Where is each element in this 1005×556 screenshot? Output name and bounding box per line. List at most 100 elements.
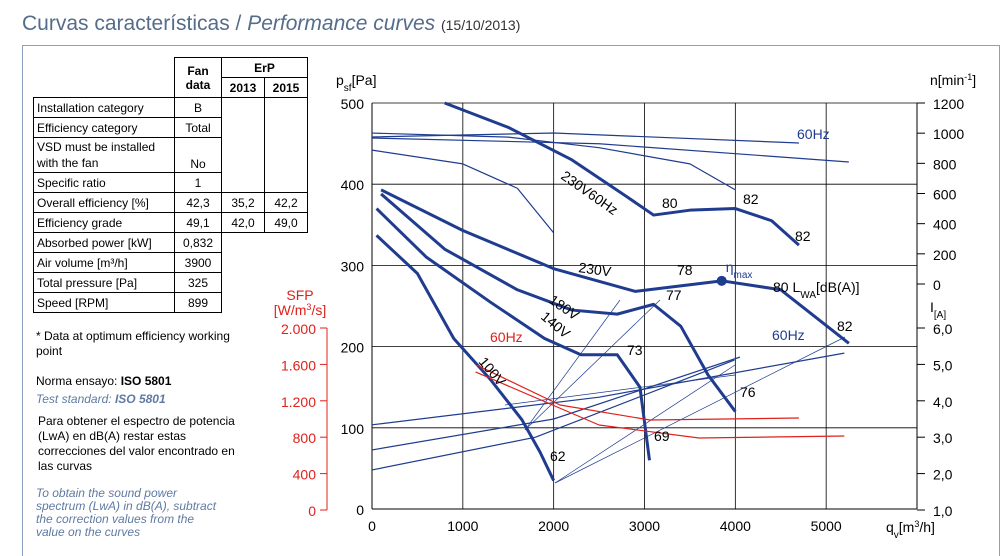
sfp-tick-label: 1.600 — [281, 357, 316, 373]
x-tick-label: 1000 — [447, 518, 478, 534]
note-value: ISO 5801 — [114, 392, 166, 406]
n-tick-label: 1200 — [933, 96, 964, 112]
note-value: ISO 5801 — [120, 374, 172, 388]
curve — [375, 234, 556, 482]
annotation: 80 — [662, 195, 678, 211]
cell-label: Air volume [m³/h] — [33, 252, 175, 273]
curve — [475, 371, 845, 439]
sfp-unit-part: [W/m — [274, 302, 307, 318]
cell-value: Total — [174, 117, 222, 138]
n-tick-label: 0 — [933, 277, 941, 293]
note: Norma ensayo: ISO 5801 — [36, 374, 236, 389]
head: 2013 — [221, 77, 265, 98]
sfp-tick-label: 800 — [293, 430, 317, 446]
eta-max-label-part: η — [726, 259, 734, 275]
title-text: Curvas características / — [22, 12, 248, 35]
title-date: (15/10/2013) — [440, 17, 521, 33]
curve — [380, 188, 850, 345]
annotation: 76 — [740, 384, 756, 400]
cell-empty — [221, 97, 265, 193]
head: Fan data — [174, 57, 222, 98]
n-label-part: -1 — [964, 72, 972, 82]
curve — [375, 207, 651, 461]
lwa-label-part: WA — [800, 290, 816, 301]
y-tick-label: 100 — [341, 421, 365, 437]
head: 2015 — [264, 77, 308, 98]
eta-max-label-part: max — [734, 269, 753, 280]
sfp-unit-part: /s] — [311, 302, 326, 318]
i-label: I[A] — [930, 299, 946, 321]
n-tick-label: 400 — [933, 217, 957, 233]
sfp-tick-label: 0 — [308, 503, 316, 519]
note: To obtain the sound power spectrum (LwA)… — [36, 486, 217, 539]
curve — [371, 137, 849, 163]
eta-max-point — [716, 275, 727, 286]
note-label: Norma ensayo: — [36, 374, 121, 388]
curve — [371, 352, 845, 426]
n-label-part: n[min — [930, 72, 964, 88]
series-label: 230V60Hz — [558, 167, 621, 218]
y-label-part: sf — [344, 83, 352, 94]
cell-label: Speed [RPM] — [33, 292, 175, 313]
cell-label: Overall efficiency [%] — [33, 192, 175, 213]
x-tick-label: 3000 — [629, 518, 660, 534]
lwa-label-part: 80 L — [773, 279, 800, 295]
annotation: 60Hz — [490, 329, 523, 345]
annotation: 78 — [677, 262, 693, 278]
x-tick-label: 0 — [368, 518, 376, 534]
curve — [371, 359, 735, 471]
i-tick-label: 5,0 — [933, 357, 953, 373]
y-tick-label: 300 — [341, 258, 365, 274]
y-tick-label: 0 — [356, 502, 364, 518]
note-label: Test standard: — [36, 392, 115, 406]
cell-label: Total pressure [Pa] — [33, 272, 175, 293]
curve — [476, 364, 799, 421]
x-tick-label: 4000 — [720, 518, 751, 534]
curve — [371, 149, 555, 234]
curve — [371, 132, 799, 144]
spec-table: Fan data ErP 2013 2015 Installation catego… — [33, 57, 308, 313]
annotation: 77 — [666, 287, 682, 303]
y-tick-label: 400 — [341, 177, 365, 193]
title: Curvas características / Performance cur… — [22, 12, 520, 36]
y-label-part: [Pa] — [352, 72, 377, 88]
sfp-label: SFP — [286, 287, 313, 303]
annotation: 60Hz — [772, 327, 805, 343]
x-tick-label: 2000 — [538, 518, 569, 534]
x-label-part: /h] — [919, 519, 935, 535]
cell-value: 899 — [174, 292, 222, 313]
series-label: 230V — [578, 259, 613, 279]
cell-label: Installation category — [33, 97, 175, 118]
sfp-tick-label: 400 — [293, 467, 317, 483]
x-label-part: [m — [899, 519, 915, 535]
sfp-tick-label: 2.000 — [281, 321, 316, 337]
cell-value: 3900 — [174, 252, 222, 273]
i-label-part: I — [930, 299, 934, 315]
annotation: 69 — [654, 428, 670, 444]
curve — [444, 101, 800, 247]
y-label-part: p — [336, 72, 344, 88]
note: Test standard: ISO 5801 — [36, 392, 236, 407]
i-tick-label: 6,0 — [933, 321, 953, 337]
sfp-tick-label: 1.200 — [281, 394, 316, 410]
curve — [380, 192, 737, 413]
n-tick-label: 600 — [933, 187, 957, 203]
n-tick-label: 800 — [933, 156, 957, 172]
efficiency-line — [524, 299, 661, 431]
curve — [371, 356, 741, 451]
i-tick-label: 2,0 — [933, 467, 953, 483]
cell-value: 42,2 — [264, 192, 308, 213]
n-tick-label: 1000 — [933, 126, 964, 142]
y-tick-label: 500 — [341, 96, 365, 112]
y-label: psf[Pa] — [336, 72, 376, 94]
i-tick-label: 3,0 — [933, 430, 953, 446]
note: * Data at optimum efficiency working poi… — [36, 329, 230, 358]
cell-value: 42,0 — [221, 212, 265, 233]
lwa-label: 80 LWA[dB(A)] — [773, 279, 860, 301]
i-label-part: [A] — [934, 310, 946, 321]
y-tick-label: 200 — [341, 340, 365, 356]
i-tick-label: 1,0 — [933, 503, 953, 519]
cell-value: 35,2 — [221, 192, 265, 213]
